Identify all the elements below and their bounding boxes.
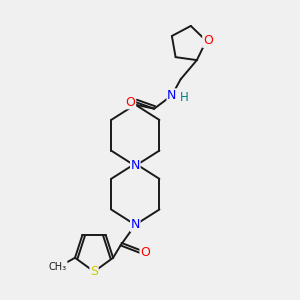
Text: H: H bbox=[180, 91, 189, 104]
Text: O: O bbox=[203, 34, 213, 47]
Text: N: N bbox=[167, 89, 176, 102]
Text: CH₃: CH₃ bbox=[49, 262, 67, 272]
Text: N: N bbox=[130, 218, 140, 231]
Text: O: O bbox=[126, 96, 136, 109]
Text: O: O bbox=[140, 246, 150, 259]
Text: N: N bbox=[130, 159, 140, 172]
Text: S: S bbox=[90, 265, 98, 278]
